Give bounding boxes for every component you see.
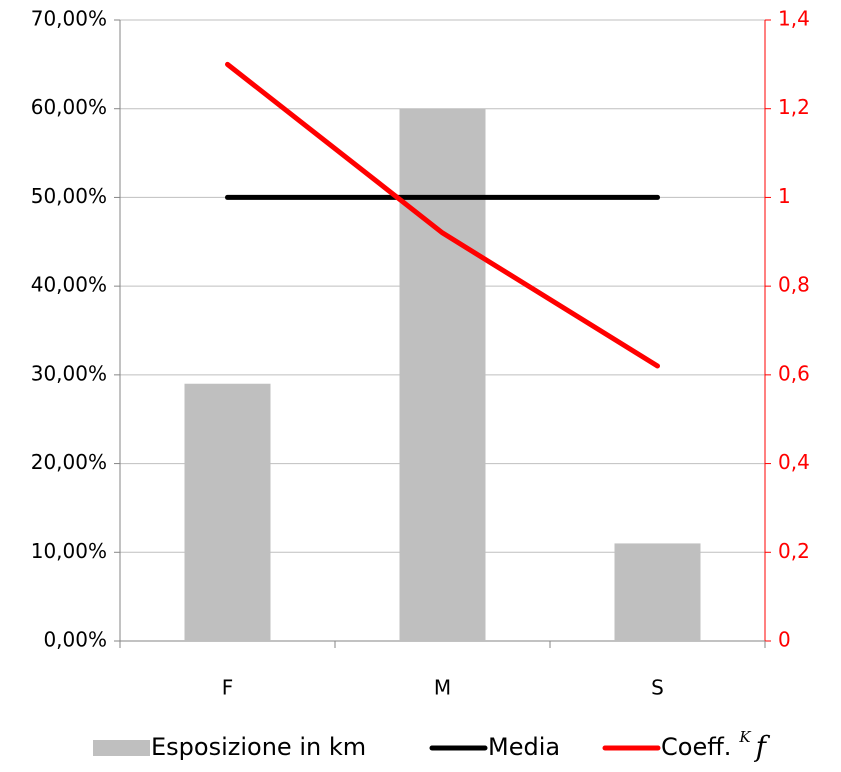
y2-tick-label: 1,4 xyxy=(778,7,810,31)
legend-name: Esposizione in km xyxy=(151,733,366,761)
legend-name: Coeff. xyxy=(661,733,731,761)
y-tick-label: 20,00% xyxy=(31,450,107,474)
y-tick-label: 40,00% xyxy=(31,273,107,297)
bar xyxy=(614,543,701,641)
legend-name: Media xyxy=(488,733,560,761)
legend-label: Media xyxy=(488,733,560,761)
y-tick-label: 50,00% xyxy=(31,184,107,208)
y2-tick-label: 1,2 xyxy=(778,95,810,119)
y2-tick-label: 0,6 xyxy=(778,361,810,385)
y2-tick-label: 1 xyxy=(778,184,791,208)
x-tick-label: M xyxy=(434,676,451,700)
bar xyxy=(399,108,486,641)
y2-tick-label: 0,8 xyxy=(778,273,810,297)
bar xyxy=(184,383,271,641)
legend-italic: f xyxy=(754,730,771,763)
y2-tick-label: 0,4 xyxy=(778,450,810,474)
y-tick-label: 10,00% xyxy=(31,539,107,563)
legend-superscript: K xyxy=(738,728,751,746)
y-tick-label: 0,00% xyxy=(43,628,107,652)
y2-tick-label: 0 xyxy=(778,628,791,652)
legend-label: Esposizione in km xyxy=(151,733,366,761)
y-tick-label: 30,00% xyxy=(31,361,107,385)
y-tick-label: 60,00% xyxy=(31,95,107,119)
legend-swatch xyxy=(93,740,150,756)
y2-tick-label: 0,2 xyxy=(778,539,810,563)
x-tick-label: S xyxy=(651,676,664,700)
y-tick-label: 70,00% xyxy=(31,7,107,31)
x-tick-label: F xyxy=(222,676,234,700)
line xyxy=(225,61,660,369)
